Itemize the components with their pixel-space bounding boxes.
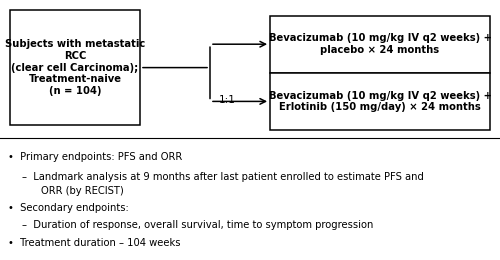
Text: –  Landmark analysis at 9 months after last patient enrolled to estimate PFS and: – Landmark analysis at 9 months after la… (22, 172, 424, 182)
Bar (270, 73, 490, 130)
Text: •  Primary endpoints: PFS and ORR: • Primary endpoints: PFS and ORR (8, 152, 182, 162)
Text: •  Secondary endpoints:: • Secondary endpoints: (8, 203, 128, 213)
Text: –  Duration of response, overall survival, time to symptom progression: – Duration of response, overall survival… (22, 220, 374, 230)
Bar (10, 10, 140, 125)
Text: Bevacizumab (10 mg/kg IV q2 weeks) +
placebo × 24 months: Bevacizumab (10 mg/kg IV q2 weeks) + pla… (268, 33, 492, 55)
Text: Bevacizumab (10 mg/kg IV q2 weeks) +
Erlotinib (150 mg/day) × 24 months: Bevacizumab (10 mg/kg IV q2 weeks) + Erl… (268, 90, 492, 112)
Text: •  Treatment duration – 104 weeks: • Treatment duration – 104 weeks (8, 238, 180, 248)
Bar (270, 16, 490, 73)
Text: Subjects with metastatic
RCC
(clear cell Carcinoma);
Treatment-naive
(n = 104): Subjects with metastatic RCC (clear cell… (5, 40, 145, 96)
Text: ORR (by RECIST): ORR (by RECIST) (41, 186, 124, 196)
Text: 1:1: 1:1 (219, 95, 236, 105)
